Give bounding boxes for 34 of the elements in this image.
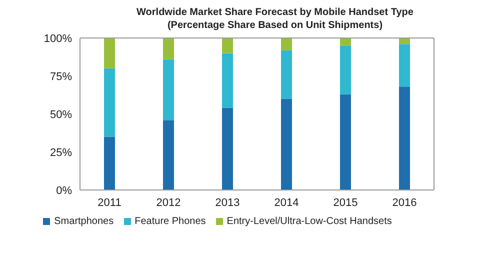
x-tick-label: 2013 (215, 196, 240, 209)
x-tick-label: 2015 (333, 196, 358, 209)
bar (399, 38, 410, 44)
x-tick-label: 2016 (392, 196, 417, 209)
y-tick-label: 50% (50, 108, 72, 121)
bar (340, 94, 351, 190)
bar (340, 38, 351, 46)
bar (281, 38, 292, 50)
bar (222, 108, 233, 190)
bar (399, 44, 410, 87)
y-tick-label: 100% (44, 32, 72, 45)
x-tick-label: 2011 (98, 196, 122, 209)
chart-subtitle: (Percentage Share Based on Unit Shipments) (166, 19, 384, 32)
y-tick-label: 75% (50, 70, 72, 83)
bar (163, 59, 174, 120)
x-tick-label: 2012 (156, 196, 181, 209)
bar (222, 53, 233, 108)
y-tick-label: 0% (56, 184, 72, 197)
bar (222, 38, 233, 54)
chart-title: Worldwide Market Share Forecast by Mobile Handset Type (136, 6, 414, 19)
bar (104, 38, 115, 68)
bar (399, 86, 410, 190)
legend-label: Entry-Level/Ultra-Low-Cost Handsets (226, 216, 392, 227)
bar (340, 46, 351, 94)
x-tick-label: 2014 (274, 196, 299, 209)
bar (163, 38, 174, 60)
bar (104, 136, 115, 190)
legend-label: Smartphones (54, 216, 114, 227)
bar (163, 120, 174, 190)
bar (281, 50, 292, 99)
bar (104, 68, 115, 137)
bar (281, 98, 292, 190)
y-tick-label: 25% (50, 146, 72, 159)
legend-label: Feature Phones (134, 216, 206, 227)
